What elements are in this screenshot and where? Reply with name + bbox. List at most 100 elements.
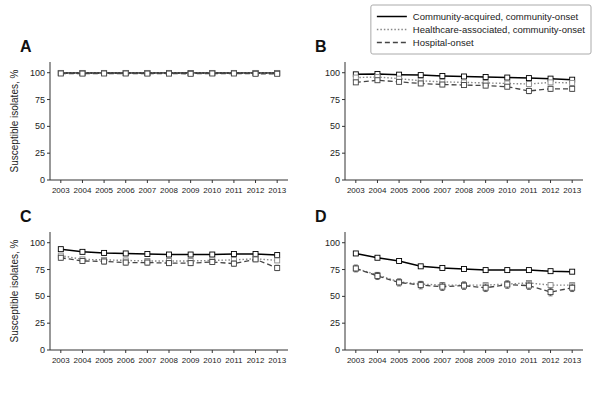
figure: 0255075100200320042005200620072008200920… (0, 0, 600, 405)
point (231, 261, 236, 266)
y-tick-label: 0 (335, 345, 340, 355)
error-bar (505, 85, 509, 89)
x-tick-label: 2012 (542, 356, 560, 365)
y-tick (47, 72, 50, 73)
x-tick-label: 2005 (95, 356, 113, 365)
y-tick-label: 75 (330, 265, 340, 275)
x-tick (464, 350, 465, 353)
series-line (356, 253, 572, 271)
point (397, 280, 402, 285)
y-tick-label: 0 (335, 175, 340, 185)
plot-area (353, 72, 574, 94)
x-tick-label: 2008 (455, 356, 473, 365)
series (58, 70, 279, 75)
point (275, 70, 280, 75)
y-tick-label: 50 (35, 291, 45, 301)
legend-swatch (377, 16, 407, 18)
x-tick-label: 2009 (477, 356, 495, 365)
y-tick-label: 0 (40, 345, 45, 355)
x-tick (464, 180, 465, 183)
x-tick (212, 350, 213, 353)
point (231, 71, 236, 76)
series (353, 265, 574, 296)
y-tick-label: 50 (35, 121, 45, 131)
point (253, 257, 258, 262)
background (0, 0, 600, 405)
y-tick-label: 100 (325, 68, 340, 78)
point (505, 282, 510, 287)
x-tick (507, 180, 508, 183)
point (102, 71, 107, 76)
x-tick-label: 2012 (247, 186, 265, 195)
y-tick-label: 100 (30, 238, 45, 248)
x-tick-label: 2007 (138, 356, 156, 365)
y-tick-label: 100 (30, 68, 45, 78)
error-bar (354, 80, 358, 84)
legend: Community-acquired, community-onsetHealt… (371, 5, 591, 54)
point (210, 71, 215, 76)
legend-label: Community-acquired, community-onset (413, 11, 579, 22)
point (397, 79, 402, 84)
x-tick-label: 2004 (369, 186, 387, 195)
point (526, 283, 531, 288)
x-tick (169, 350, 170, 353)
x-tick-label: 2010 (498, 186, 516, 195)
error-bar (462, 283, 466, 287)
x-tick-label: 2007 (433, 186, 451, 195)
x-tick (550, 350, 551, 353)
point (123, 71, 128, 76)
error-bar (570, 284, 574, 292)
point (462, 283, 467, 288)
x-tick-label: 2003 (347, 356, 365, 365)
panel: 0255075100200320042005200620072008200920… (315, 5, 591, 195)
point (440, 284, 445, 289)
error-bar (397, 280, 401, 284)
point (210, 252, 215, 257)
x-tick-label: 2008 (160, 356, 178, 365)
point (188, 71, 193, 76)
error-bar (505, 282, 509, 286)
point (123, 70, 128, 75)
x-tick-label: 2013 (268, 356, 286, 365)
y-axis-line (345, 232, 346, 350)
point (167, 252, 172, 257)
error-bar (232, 261, 236, 266)
error-bar (440, 82, 444, 86)
error-bar (275, 265, 279, 270)
x-tick-label: 2008 (455, 186, 473, 195)
x-tick (125, 180, 126, 183)
error-bar (549, 283, 553, 287)
point (102, 71, 107, 76)
y-tick (47, 180, 50, 181)
error-bar (354, 265, 358, 272)
x-tick (355, 350, 356, 353)
error-bar (354, 267, 358, 271)
point (505, 84, 510, 89)
x-tick-label: 2013 (268, 186, 286, 195)
y-tick-label: 25 (35, 148, 45, 158)
point (123, 71, 128, 76)
point (548, 290, 553, 295)
point (353, 251, 358, 256)
point (483, 83, 488, 88)
x-tick (507, 350, 508, 353)
x-tick (104, 180, 105, 183)
point (145, 260, 150, 265)
point (58, 71, 63, 76)
point (570, 80, 575, 85)
point (418, 81, 423, 86)
error-bar (462, 83, 466, 87)
point (275, 71, 280, 76)
y-tick (342, 350, 345, 351)
x-tick (572, 180, 573, 183)
point (253, 70, 258, 75)
series (353, 251, 574, 274)
y-tick (342, 269, 345, 270)
x-tick-label: 2009 (182, 356, 200, 365)
x-tick-label: 2004 (74, 356, 92, 365)
point (440, 265, 445, 270)
x-tick (169, 180, 170, 183)
x-tick-label: 2003 (52, 186, 70, 195)
point (526, 76, 531, 81)
x-tick (125, 350, 126, 353)
